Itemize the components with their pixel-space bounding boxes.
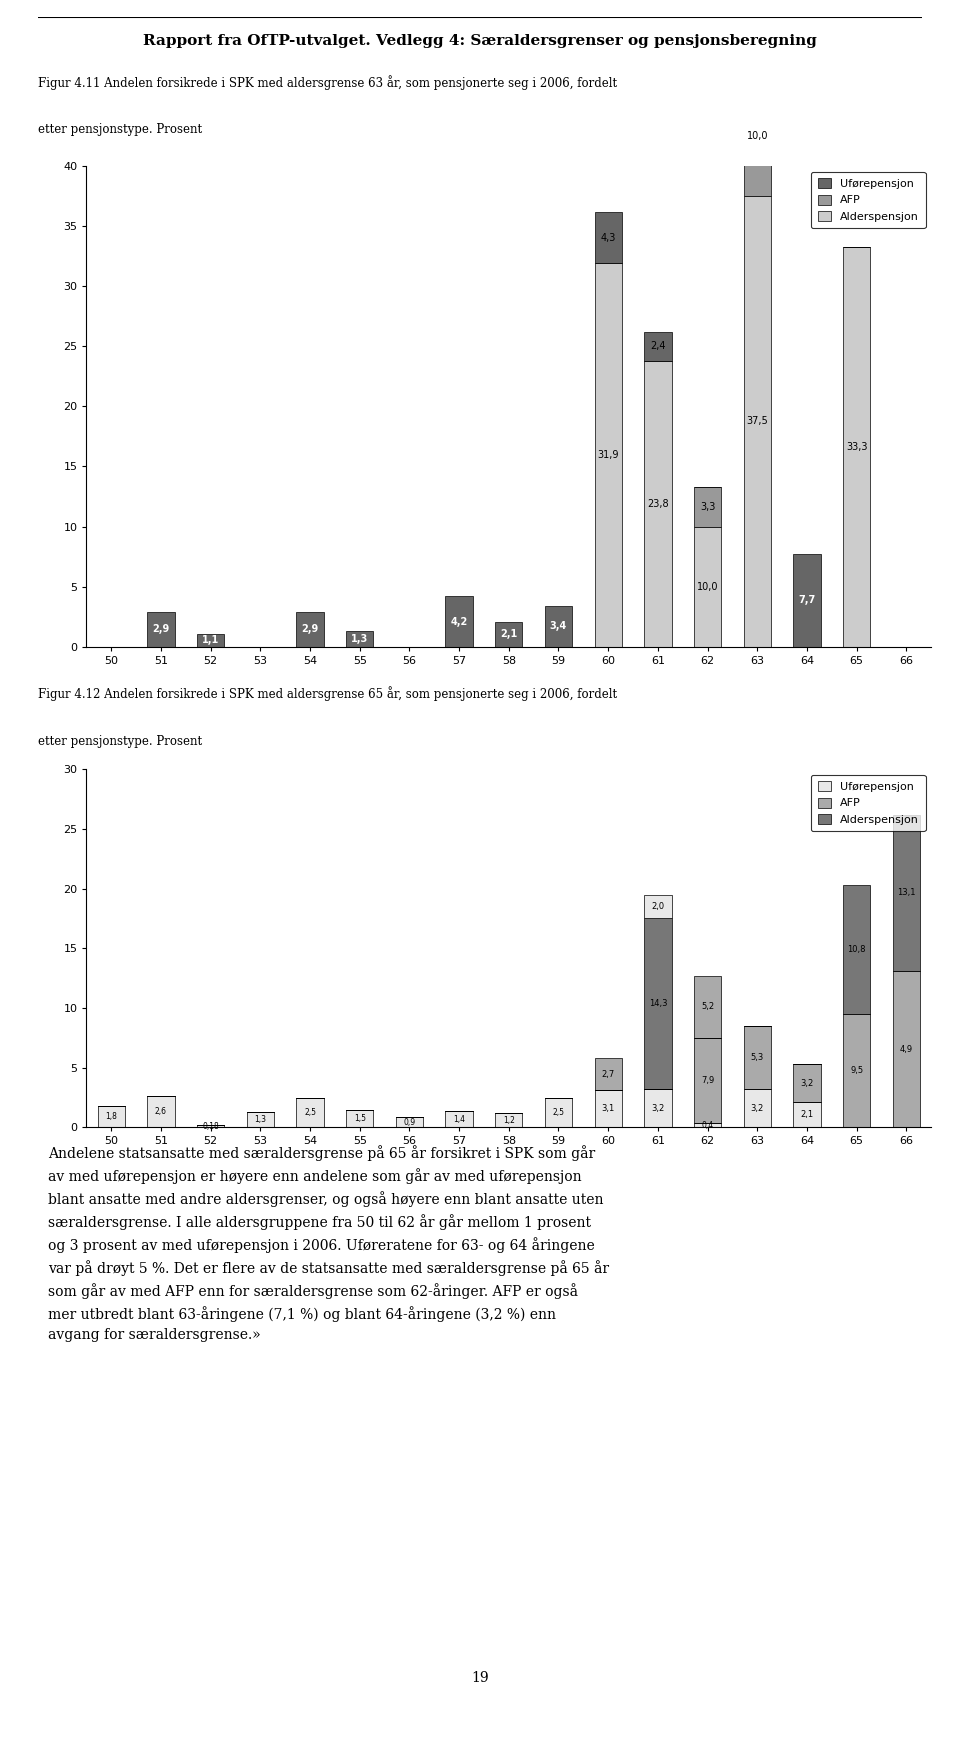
Legend: Uførepensjon, AFP, Alderspensjon: Uførepensjon, AFP, Alderspensjon	[811, 171, 925, 229]
Bar	[893, 970, 920, 1127]
Text: 23,8: 23,8	[647, 498, 669, 509]
Bar	[694, 488, 721, 526]
Bar	[744, 75, 771, 196]
Bar	[744, 1089, 771, 1127]
Bar	[396, 1117, 423, 1127]
Text: 4,2: 4,2	[450, 617, 468, 626]
Bar	[297, 1098, 324, 1127]
Bar	[197, 633, 225, 647]
Text: 3,2: 3,2	[651, 1103, 664, 1113]
Bar	[644, 918, 672, 1089]
Text: 2,5: 2,5	[304, 1108, 316, 1117]
Text: Figur 4.12 Andelen forsikrede i SPK med aldersgrense 65 år, som pensjonerte seg : Figur 4.12 Andelen forsikrede i SPK med …	[38, 687, 617, 701]
Text: 2,5: 2,5	[553, 1108, 564, 1117]
Bar	[594, 212, 622, 264]
Text: 7,9: 7,9	[701, 1075, 714, 1086]
Bar	[744, 196, 771, 647]
Text: 5,3: 5,3	[751, 1052, 764, 1063]
Text: 4,9: 4,9	[900, 1045, 913, 1054]
Text: etter pensjonstype. Prosent: etter pensjonstype. Prosent	[38, 734, 203, 748]
Text: etter pensjonstype. Prosent: etter pensjonstype. Prosent	[38, 122, 203, 136]
Bar	[644, 332, 672, 360]
Text: 3,2: 3,2	[801, 1079, 813, 1087]
Text: 10,0: 10,0	[697, 582, 718, 591]
Bar	[843, 884, 871, 1014]
Text: 5,2: 5,2	[701, 1002, 714, 1012]
Bar	[495, 1113, 522, 1127]
Text: 31,9: 31,9	[597, 449, 619, 460]
Text: Figur 4.11 Andelen forsikrede i SPK med aldersgrense 63 år, som pensjonerte seg : Figur 4.11 Andelen forsikrede i SPK med …	[38, 75, 617, 89]
Bar	[694, 526, 721, 647]
Text: 3,3: 3,3	[700, 502, 715, 512]
Text: 1,1: 1,1	[202, 635, 219, 645]
Text: 2,1: 2,1	[500, 629, 517, 640]
Text: 37,5: 37,5	[746, 416, 768, 427]
Bar	[793, 1065, 821, 1103]
Text: 1,5: 1,5	[353, 1113, 366, 1122]
Bar	[893, 815, 920, 970]
Text: 2,0: 2,0	[651, 902, 664, 911]
Bar	[545, 607, 572, 647]
Text: 0,9: 0,9	[403, 1117, 416, 1126]
Bar	[445, 596, 472, 647]
Bar	[594, 1091, 622, 1127]
Bar	[495, 622, 522, 647]
Text: 33,3: 33,3	[846, 442, 868, 451]
Bar	[445, 1110, 472, 1127]
Text: 10,8: 10,8	[848, 946, 866, 954]
Text: 2,9: 2,9	[153, 624, 170, 635]
Text: 0,4: 0,4	[702, 1120, 713, 1129]
Text: 9,5: 9,5	[851, 1066, 863, 1075]
Text: Rapport fra OfTP-utvalget. Vedlegg 4: Særaldersgrenser og pensjonsberegning: Rapport fra OfTP-utvalget. Vedlegg 4: Sæ…	[143, 33, 817, 49]
Text: 1,8: 1,8	[106, 1112, 117, 1120]
Bar	[147, 1096, 175, 1127]
Bar	[297, 612, 324, 647]
Text: 10,0: 10,0	[747, 131, 768, 142]
Bar	[843, 246, 871, 647]
Text: 1,3: 1,3	[351, 635, 369, 643]
Text: Andelene statsansatte med særaldersgrense på 65 år forsikret i SPK som går
av me: Andelene statsansatte med særaldersgrens…	[48, 1145, 610, 1341]
Bar	[793, 554, 821, 647]
Text: 0,18: 0,18	[203, 1122, 219, 1131]
Text: 3,2: 3,2	[751, 1103, 764, 1113]
Bar	[744, 1026, 771, 1089]
Bar	[346, 631, 373, 647]
Bar	[147, 612, 175, 647]
Text: 2,1: 2,1	[801, 1110, 813, 1119]
Text: 13,1: 13,1	[897, 888, 916, 897]
Text: 3,4: 3,4	[550, 621, 567, 631]
Text: 7,7: 7,7	[799, 596, 816, 605]
Bar	[197, 1126, 225, 1127]
Bar	[594, 264, 622, 647]
Bar	[247, 1112, 274, 1127]
Bar	[98, 1106, 125, 1127]
Text: 3,1: 3,1	[602, 1105, 614, 1113]
Bar	[843, 1014, 871, 1127]
Text: 2,4: 2,4	[650, 341, 665, 351]
Legend: Uførepensjon, AFP, Alderspensjon: Uførepensjon, AFP, Alderspensjon	[811, 774, 925, 832]
Bar	[644, 360, 672, 647]
Bar	[644, 1089, 672, 1127]
Bar	[644, 895, 672, 918]
Text: 14,3: 14,3	[649, 1000, 667, 1009]
Bar	[694, 1122, 721, 1127]
Text: 2,6: 2,6	[155, 1108, 167, 1117]
Text: 1,2: 1,2	[503, 1115, 515, 1124]
Text: 1,3: 1,3	[254, 1115, 266, 1124]
Bar	[594, 1058, 622, 1091]
Bar	[545, 1098, 572, 1127]
Bar	[694, 1038, 721, 1122]
Text: 2,9: 2,9	[301, 624, 319, 635]
Text: 2,7: 2,7	[602, 1070, 614, 1079]
Text: 1,4: 1,4	[453, 1115, 465, 1124]
Text: 4,3: 4,3	[601, 232, 616, 243]
Bar	[793, 1103, 821, 1127]
Bar	[694, 975, 721, 1038]
Bar	[346, 1110, 373, 1127]
Text: 19: 19	[471, 1671, 489, 1685]
